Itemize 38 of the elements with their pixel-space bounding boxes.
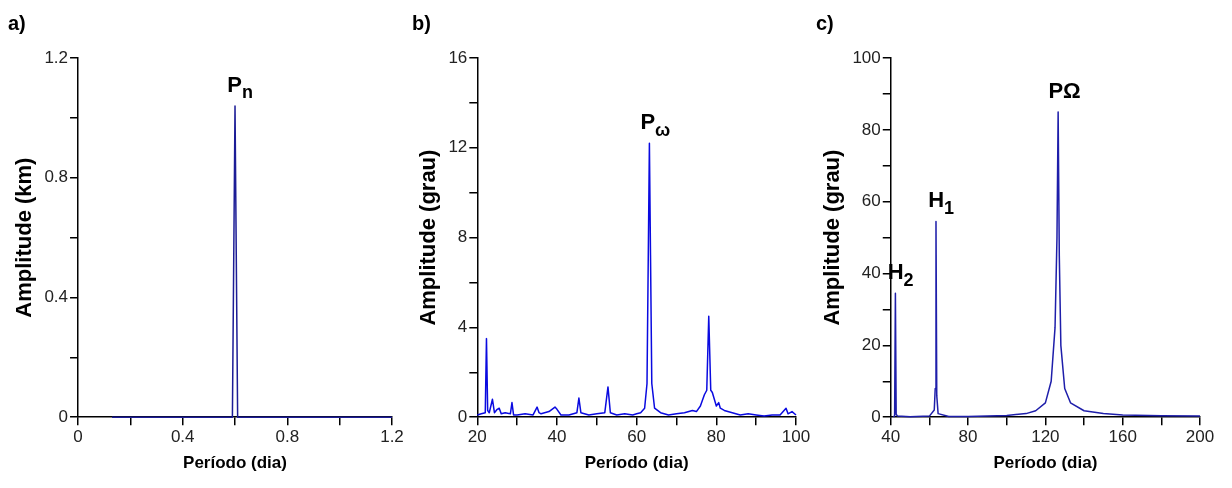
- x-tick-label: 1.2: [380, 427, 404, 447]
- y-tick-label: 0: [457, 406, 468, 426]
- chart-title: c): [816, 11, 834, 34]
- x-axis-title: Período (dia): [183, 453, 287, 473]
- y-tick-label: 12: [448, 137, 468, 157]
- x-axis-title: Período (dia): [584, 453, 689, 473]
- x-tick-label: 60: [627, 427, 647, 447]
- x-tick-label: 40: [547, 427, 567, 447]
- y-tick-label: 40: [861, 263, 881, 283]
- y-tick-label: 16: [448, 47, 468, 67]
- y-axis-title: Amplitude (grau): [415, 149, 441, 326]
- y-tick-label: 20: [861, 335, 881, 355]
- x-tick-label: 0: [73, 427, 83, 447]
- x-tick-label: 100: [781, 427, 811, 447]
- y-tick-label: 0.8: [44, 167, 69, 187]
- x-tick-label: 80: [958, 427, 978, 447]
- chart-title: b): [412, 11, 431, 34]
- x-tick-label: 80: [706, 427, 726, 447]
- chart-title: a): [8, 11, 26, 34]
- y-tick-label: 60: [861, 191, 881, 211]
- x-tick-label: 0.8: [275, 427, 300, 447]
- x-axis-title: Período (dia): [993, 453, 1098, 473]
- y-tick-label: 1.2: [44, 47, 69, 67]
- y-tick-label: 8: [457, 227, 468, 247]
- y-tick-label: 4: [457, 317, 468, 337]
- x-tick-label: 200: [1185, 427, 1215, 447]
- y-axis-title: Amplitude (km): [11, 157, 37, 318]
- x-tick-label: 0.4: [170, 427, 195, 447]
- y-tick-label: 100: [852, 47, 881, 67]
- y-tick-label: 0: [58, 406, 69, 426]
- x-tick-label: 40: [881, 427, 901, 447]
- y-tick-label: 80: [861, 119, 881, 139]
- x-tick-label: 160: [1108, 427, 1137, 447]
- annotation: PΩ: [1048, 77, 1081, 103]
- y-axis-title: Amplitude (grau): [819, 149, 845, 326]
- y-tick-label: 0.4: [44, 287, 69, 307]
- y-tick-label: 0: [871, 406, 881, 426]
- x-tick-label: 120: [1031, 427, 1060, 447]
